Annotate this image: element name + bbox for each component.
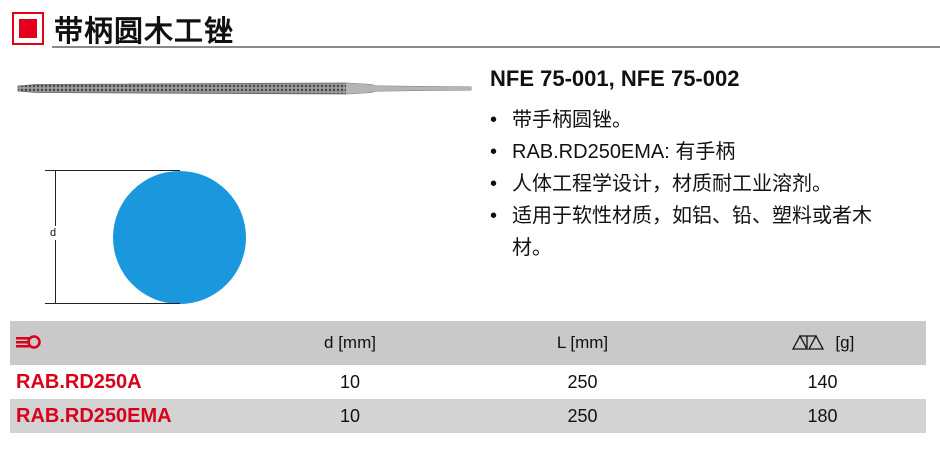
header-weight: [g] [735, 333, 910, 353]
d-cell: 10 [339, 371, 361, 392]
bullet-item: • 人体工程学设计，材质耐工业溶剂。 [490, 173, 832, 195]
L-cell: 250 [567, 371, 598, 392]
ref-cell: RAB.RD250EMA [16, 404, 172, 427]
round-file-image [17, 82, 472, 95]
spec-table: d [mm] L [mm] [g] RAB.RD250A 10 250 140 … [10, 321, 926, 433]
dimension-extension-bottom [45, 303, 180, 304]
header-d: d [mm] [324, 333, 376, 352]
bullet-item: • 带手柄圆锉。 [490, 109, 632, 131]
d-cell: 10 [339, 405, 361, 426]
table-header: d [mm] L [mm] [g] [10, 321, 926, 365]
title-square-icon [12, 12, 44, 45]
scale-icon [791, 334, 824, 350]
reference-icon [10, 332, 270, 355]
L-cell: 250 [567, 405, 598, 426]
cross-section-circle [113, 171, 246, 304]
weight-cell: 140 [807, 371, 838, 392]
header-L: L [mm] [556, 333, 609, 352]
title-divider [52, 46, 940, 48]
dimension-extension-top [45, 170, 180, 171]
weight-cell: 180 [807, 405, 838, 426]
ref-cell: RAB.RD250A [16, 370, 142, 393]
bullet-item: • 适用于软性材质，如铝、铅、塑料或者木材。 [490, 205, 872, 259]
table-row: RAB.RD250EMA 10 250 180 [10, 399, 926, 433]
dimension-label: d [50, 226, 57, 240]
bullet-item: • RAB.RD250EMA: 有手柄 [490, 141, 736, 163]
page-title: 带柄圆木工锉 [54, 16, 235, 48]
table-row: RAB.RD250A 10 250 140 [10, 365, 926, 399]
standard-heading: NFE 75-001, NFE 75-002 [490, 66, 740, 91]
